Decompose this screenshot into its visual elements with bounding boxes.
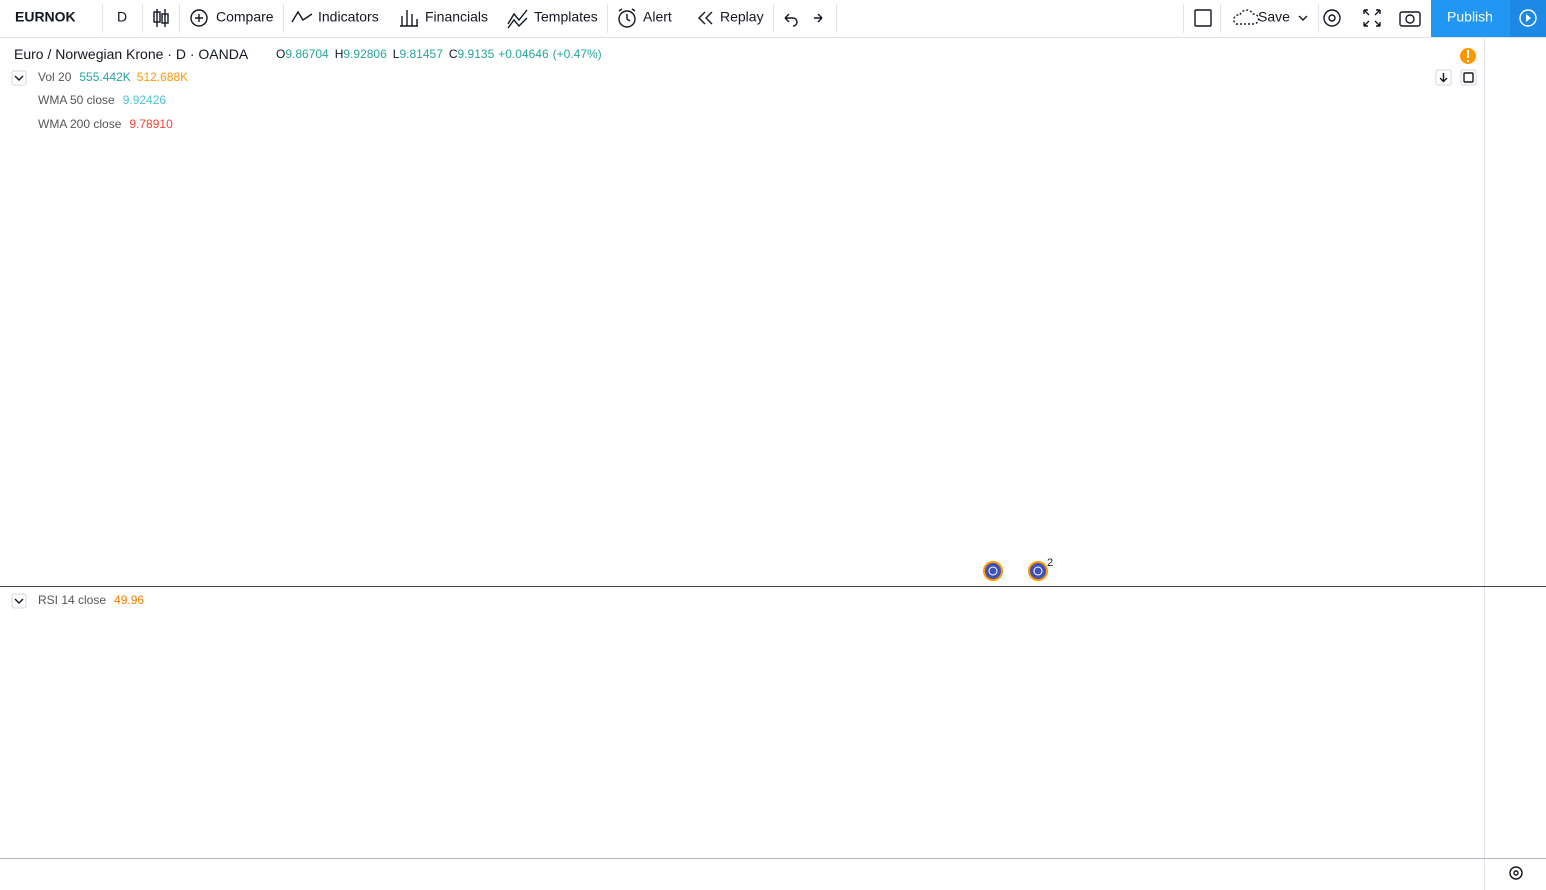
- ohlc-key: H: [335, 47, 344, 61]
- alert-icon: [618, 10, 636, 28]
- warning-dot: [1467, 60, 1469, 62]
- wma200-legend: WMA 200 close 9.78910: [38, 117, 173, 131]
- event-glyph: [1033, 566, 1043, 576]
- series-value: 9.92426: [123, 93, 167, 107]
- alert-button[interactable]: Alert: [643, 9, 672, 25]
- ohlc-value: 9.92806: [343, 47, 387, 61]
- ohlc-key: C: [449, 47, 458, 61]
- series-name: WMA 50 close: [38, 93, 115, 107]
- replay-button[interactable]: Replay: [720, 9, 764, 25]
- rsi-legend: RSI 14 close 49.96: [38, 593, 144, 607]
- symbol-search[interactable]: EURNOK: [15, 9, 76, 25]
- event-count: 2: [1047, 557, 1053, 569]
- play-icon: [1519, 9, 1537, 27]
- chevron-icon: [14, 598, 24, 604]
- ohlc-legend: O9.86704 H9.92806 L9.81457 C9.9135 +0.04646 (…: [276, 47, 602, 61]
- interval-button[interactable]: D: [117, 9, 127, 25]
- publish-button[interactable]: [1431, 0, 1510, 37]
- series-value: 49.96: [114, 593, 144, 607]
- replay-icon: [698, 11, 713, 25]
- snapshot-button[interactable]: [1399, 11, 1421, 27]
- volume-value: 555.442K: [79, 70, 130, 84]
- ohlc-value: 9.86704: [285, 47, 329, 61]
- collapse-button[interactable]: [11, 70, 27, 86]
- chart-type-icon[interactable]: [153, 9, 169, 27]
- event-icon[interactable]: [1028, 561, 1048, 581]
- wma50-legend: WMA 50 close 9.92426: [38, 93, 166, 107]
- title: Euro / Norwegian Krone · D · OANDA: [14, 46, 249, 62]
- chart-settings[interactable]: [1509, 866, 1523, 880]
- series-name: RSI 14 close: [38, 593, 106, 607]
- cloud-icon: [1233, 9, 1260, 25]
- fullscreen-button[interactable]: [1363, 9, 1381, 27]
- ohlc-value: 9.81457: [399, 47, 443, 61]
- chevron-icon: [14, 75, 24, 81]
- volume-ma-value: 512.688K: [137, 70, 188, 84]
- plus: [195, 14, 203, 22]
- compare-button[interactable]: Compare: [216, 9, 274, 25]
- volume-legend: Vol 20 555.442K 512.688K: [38, 70, 188, 84]
- change-percent: (+0.47%): [553, 47, 602, 61]
- templates-button[interactable]: Templates: [534, 9, 598, 25]
- save-button[interactable]: Save: [1258, 9, 1290, 25]
- indicators-icon: [291, 10, 313, 23]
- legend: Euro / Norwegian Krone · D · OANDA O9.86…: [11, 46, 1477, 609]
- lens: [1405, 14, 1415, 24]
- collapse-button[interactable]: [11, 593, 27, 609]
- events: 2: [983, 557, 1053, 581]
- symbol-title: Euro / Norwegian Krone · D · OANDA: [14, 46, 249, 62]
- volume-name: Vol 20: [38, 70, 72, 84]
- event-icon[interactable]: [983, 561, 1003, 581]
- play-triangle: [1526, 14, 1531, 22]
- series-value: 9.78910: [129, 117, 173, 131]
- maximize-button[interactable]: [1460, 69, 1477, 86]
- maximize-icon: [1463, 72, 1474, 83]
- body: [161, 13, 169, 24]
- undo-button[interactable]: [784, 13, 798, 27]
- redo-button[interactable]: [814, 13, 823, 23]
- gear-hub: [1328, 14, 1336, 22]
- financials-button[interactable]: Financials: [425, 9, 488, 25]
- financials-icon: [400, 10, 418, 27]
- arrow-icon: [1439, 73, 1448, 83]
- clock-hands: [618, 8, 636, 22]
- save-menu[interactable]: [1298, 15, 1308, 21]
- ohlc-value: 9.9135: [458, 47, 495, 61]
- publish-label: Publish: [1447, 9, 1493, 25]
- warning-mark: [1467, 50, 1469, 58]
- frames: [0, 38, 1546, 890]
- event-glyph: [988, 566, 998, 576]
- ohlc-key: O: [276, 47, 285, 61]
- series-name: WMA 200 close: [38, 117, 122, 131]
- toolbar: EURNOK D Compare Indicators Financials T…: [0, 0, 1546, 38]
- change: +0.04646: [498, 47, 549, 61]
- ohlc-key: L: [393, 47, 400, 61]
- compare-icon: [190, 9, 208, 27]
- body: [153, 11, 161, 23]
- gear-hub: [1513, 870, 1519, 876]
- indicators-button[interactable]: Indicators: [318, 9, 379, 25]
- settings-corner: [1509, 866, 1523, 880]
- layout-button[interactable]: [1194, 9, 1212, 27]
- templates-icon: [507, 9, 528, 29]
- settings-button[interactable]: [1323, 9, 1341, 27]
